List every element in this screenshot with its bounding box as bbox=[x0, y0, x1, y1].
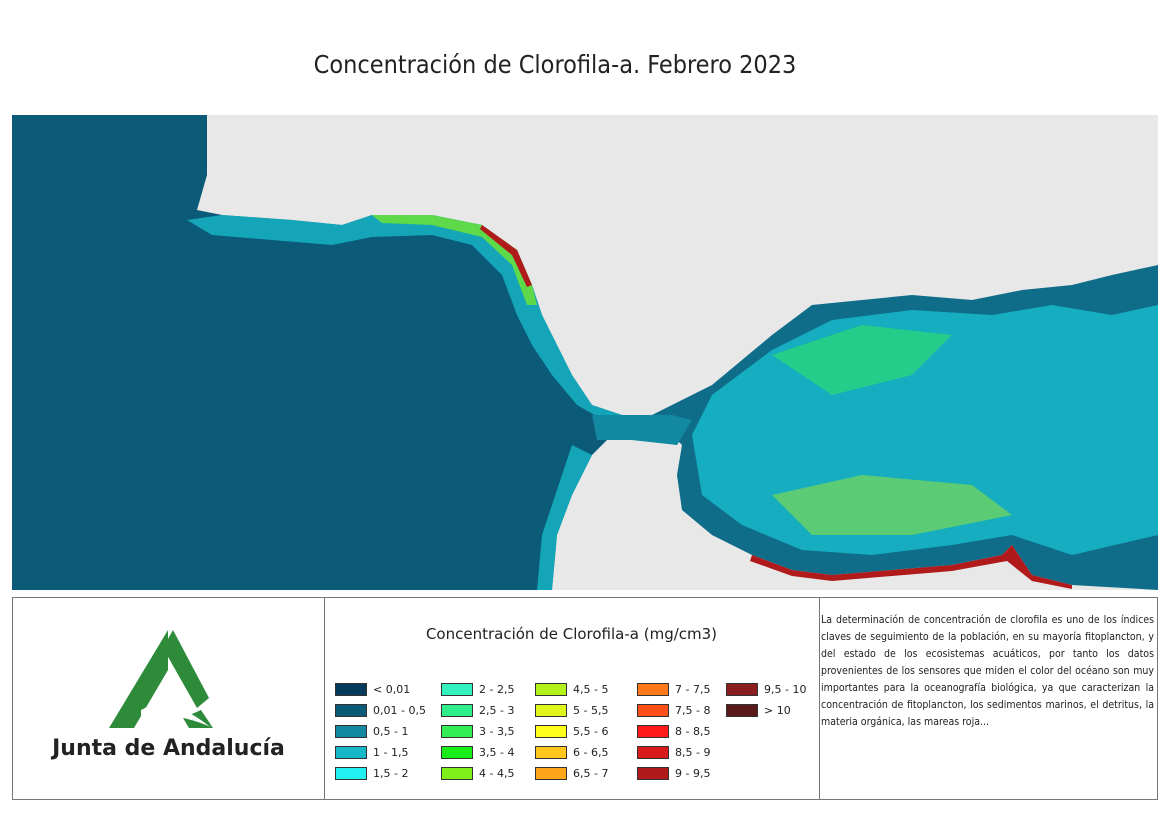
legend-item: 6 - 6,5 bbox=[535, 745, 608, 759]
legend-item: 4 - 4,5 bbox=[441, 766, 514, 780]
legend-swatch bbox=[535, 766, 567, 780]
legend-item: 2 - 2,5 bbox=[441, 682, 514, 696]
legend-swatch bbox=[637, 703, 669, 717]
junta-andalucia-logo: Junta de Andalucía bbox=[13, 598, 324, 799]
chlorophyll-map[interactable] bbox=[12, 115, 1158, 590]
legend-swatch bbox=[637, 682, 669, 696]
legend-label: 6,5 - 7 bbox=[573, 766, 609, 780]
logo-text: Junta de Andalucía bbox=[52, 736, 285, 761]
legend-item: 4,5 - 5 bbox=[535, 682, 608, 696]
legend-item: 1,5 - 2 bbox=[335, 766, 408, 780]
legend-item: 8,5 - 9 bbox=[637, 745, 710, 759]
legend-swatch bbox=[726, 682, 758, 696]
legend-item: < 0,01 bbox=[335, 682, 410, 696]
legend-item: 9,5 - 10 bbox=[726, 682, 806, 696]
legend-swatch bbox=[637, 745, 669, 759]
atlantic-ocean bbox=[12, 115, 692, 590]
legend-swatch bbox=[335, 745, 367, 759]
legend-swatch bbox=[335, 724, 367, 738]
legend-label: 2,5 - 3 bbox=[479, 703, 515, 717]
legend-swatch bbox=[335, 766, 367, 780]
legend-swatch bbox=[441, 766, 473, 780]
legend-label: > 10 bbox=[764, 703, 791, 717]
map-canvas bbox=[12, 115, 1158, 590]
logo-emblem-icon bbox=[109, 630, 213, 728]
legend-swatch bbox=[637, 766, 669, 780]
legend-swatch bbox=[441, 682, 473, 696]
legend-label: 5,5 - 6 bbox=[573, 724, 609, 738]
legend-swatch bbox=[535, 703, 567, 717]
legend-label: 1,5 - 2 bbox=[373, 766, 409, 780]
atlantic-coast-south bbox=[537, 445, 592, 590]
legend-swatch bbox=[637, 724, 669, 738]
legend-item: 3 - 3,5 bbox=[441, 724, 514, 738]
legend-swatch bbox=[441, 703, 473, 717]
legend-label: < 0,01 bbox=[373, 682, 411, 696]
panel-divider-2 bbox=[819, 598, 820, 799]
description-text: La determinación de concentración de clo… bbox=[821, 614, 1154, 728]
legend-label: 7 - 7,5 bbox=[675, 682, 711, 696]
strait-of-gibraltar bbox=[592, 415, 692, 445]
legend-swatch bbox=[726, 703, 758, 717]
legend-item: 6,5 - 7 bbox=[535, 766, 608, 780]
legend-item: 2,5 - 3 bbox=[441, 703, 514, 717]
legend-item: 5,5 - 6 bbox=[535, 724, 608, 738]
legend-label: 9,5 - 10 bbox=[764, 682, 807, 696]
legend-title: Concentración de Clorofila-a (mg/cm3) bbox=[425, 625, 718, 643]
legend-swatch bbox=[441, 724, 473, 738]
legend-item: 8 - 8,5 bbox=[637, 724, 710, 738]
legend-label: 8 - 8,5 bbox=[675, 724, 711, 738]
legend-item: 0,5 - 1 bbox=[335, 724, 408, 738]
med-bloom-band bbox=[772, 325, 952, 395]
legend-label: 6 - 6,5 bbox=[573, 745, 609, 759]
legend-label: 3,5 - 4 bbox=[479, 745, 515, 759]
map-title: Concentración de Clorofila-a. Febrero 20… bbox=[313, 50, 797, 79]
legend-item: 9 - 9,5 bbox=[637, 766, 710, 780]
legend-label: 0,01 - 0,5 bbox=[373, 703, 426, 717]
legend-label: 7,5 - 8 bbox=[675, 703, 711, 717]
legend-swatch bbox=[535, 745, 567, 759]
legend-label: 5 - 5,5 bbox=[573, 703, 609, 717]
legend-swatch bbox=[335, 682, 367, 696]
legend-label: 2 - 2,5 bbox=[479, 682, 515, 696]
legend-swatch bbox=[535, 724, 567, 738]
legend-label: 0,5 - 1 bbox=[373, 724, 409, 738]
legend-swatch bbox=[441, 745, 473, 759]
legend-label: 4,5 - 5 bbox=[573, 682, 609, 696]
legend-label: 8,5 - 9 bbox=[675, 745, 711, 759]
legend-item: 5 - 5,5 bbox=[535, 703, 608, 717]
panel-divider-1 bbox=[324, 598, 325, 799]
legend-item: 7 - 7,5 bbox=[637, 682, 710, 696]
legend-item: 7,5 - 8 bbox=[637, 703, 710, 717]
med-bloom-south bbox=[772, 475, 1012, 535]
atlantic-coast-red bbox=[480, 225, 532, 287]
legend-label: 1 - 1,5 bbox=[373, 745, 409, 759]
legend-item: > 10 bbox=[726, 703, 791, 717]
legend-swatch bbox=[535, 682, 567, 696]
med-south-coast bbox=[750, 545, 1072, 589]
info-panel: Junta de Andalucía Concentración de Clor… bbox=[12, 597, 1158, 800]
legend-item: 3,5 - 4 bbox=[441, 745, 514, 759]
legend-label: 9 - 9,5 bbox=[675, 766, 711, 780]
legend-label: 3 - 3,5 bbox=[479, 724, 515, 738]
legend-label: 4 - 4,5 bbox=[479, 766, 515, 780]
legend-item: 1 - 1,5 bbox=[335, 745, 408, 759]
legend-item: 0,01 - 0,5 bbox=[335, 703, 426, 717]
legend-swatch bbox=[335, 703, 367, 717]
